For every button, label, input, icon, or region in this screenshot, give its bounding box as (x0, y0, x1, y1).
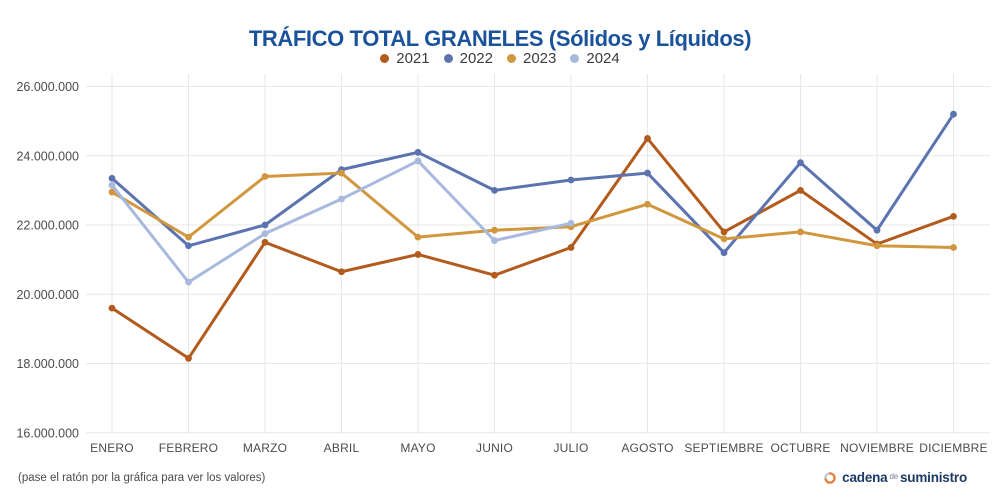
data-point-2023[interactable] (950, 244, 957, 251)
data-point-2023[interactable] (338, 169, 345, 177)
legend-item-2022: 2022 (443, 50, 493, 67)
x-axis-label: MAYO (400, 441, 435, 455)
x-axis-label: DICIEMBRE (919, 441, 987, 455)
series-2022[interactable] (108, 110, 957, 257)
x-axis-label: JUNIO (476, 441, 513, 455)
legend-label-2022: 2022 (459, 50, 493, 67)
data-point-2021[interactable] (491, 271, 498, 279)
legend-dot-2021 (380, 54, 390, 63)
data-point-2021[interactable] (720, 228, 728, 236)
y-axis-label: 16.000.000 (16, 426, 79, 440)
legend-dot-2022 (443, 54, 453, 63)
data-point-2024[interactable] (261, 230, 269, 238)
data-point-2022[interactable] (567, 176, 575, 184)
data-point-2021[interactable] (414, 251, 422, 258)
data-point-2024[interactable] (338, 195, 345, 203)
data-point-2024[interactable] (414, 157, 422, 165)
data-point-2023[interactable] (491, 226, 498, 234)
x-axis-label: NOVIEMBRE (840, 441, 914, 455)
series-2023[interactable] (108, 169, 957, 251)
y-axis-label: 18.000.000 (16, 357, 79, 371)
data-point-2022[interactable] (873, 226, 881, 234)
data-point-2023[interactable] (720, 235, 728, 243)
legend-item-2023: 2023 (507, 50, 556, 67)
data-point-2022[interactable] (414, 148, 422, 156)
data-point-2024[interactable] (185, 278, 192, 286)
gridlines (86, 74, 990, 434)
data-point-2022[interactable] (797, 159, 804, 167)
data-point-2021[interactable] (108, 304, 116, 312)
data-point-2022[interactable] (644, 169, 651, 177)
data-point-2021[interactable] (644, 135, 651, 142)
data-point-2023[interactable] (873, 242, 881, 250)
data-point-2023[interactable] (261, 173, 269, 180)
page-title: TRÁFICO TOTAL GRANELES (Sólidos y Líquid… (248, 25, 752, 51)
legend-item-2021: 2021 (380, 50, 430, 67)
legend-item-2024: 2024 (570, 50, 620, 67)
data-point-2023[interactable] (797, 228, 804, 236)
legend-label-2024: 2024 (586, 50, 620, 67)
x-axis-label: ENERO (90, 441, 134, 455)
data-point-2022[interactable] (491, 186, 498, 194)
data-point-2022[interactable] (720, 249, 728, 257)
series-2024[interactable] (108, 157, 575, 286)
data-point-2021[interactable] (338, 268, 345, 276)
data-point-2021[interactable] (185, 354, 192, 362)
data-point-2022[interactable] (108, 174, 116, 182)
x-axis-label: MARZO (243, 441, 287, 455)
x-axis-label: FEBRERO (159, 441, 218, 455)
data-point-2023[interactable] (108, 188, 116, 196)
data-point-2021[interactable] (567, 244, 575, 251)
legend-label-2023: 2023 (523, 50, 557, 67)
legend-dot-2024 (570, 54, 580, 63)
data-point-2024[interactable] (567, 219, 575, 227)
hover-hint-text: (pase el ratón por la gráfica para ver l… (18, 472, 266, 484)
data-point-2021[interactable] (797, 186, 804, 194)
brand-word-cadena: cadena (842, 470, 888, 485)
data-point-2022[interactable] (950, 110, 957, 118)
y-axis-label: 26.000.000 (16, 80, 79, 94)
data-point-2021[interactable] (261, 238, 269, 246)
x-axis-label: AGOSTO (621, 441, 673, 455)
x-axis-label: ABRIL (324, 441, 360, 455)
cadena-suministro-logo[interactable]: cadena de suministro (823, 470, 967, 485)
data-point-2022[interactable] (261, 221, 269, 229)
x-axis-label: JULIO (553, 441, 588, 455)
x-axis-label: OCTUBRE (770, 441, 830, 455)
legend-label-2021: 2021 (396, 50, 430, 67)
cadena-logo-icon (824, 471, 836, 484)
brand-word-suministro: suministro (899, 470, 967, 485)
data-point-2024[interactable] (108, 181, 116, 189)
data-point-2023[interactable] (644, 200, 651, 208)
data-point-2022[interactable] (185, 242, 192, 250)
chart-legend: 2021 2022 2023 2024 (0, 50, 1000, 67)
x-axis-label: SEPTIEMBRE (684, 441, 763, 455)
legend-dot-2023 (507, 54, 516, 63)
data-point-2023[interactable] (414, 233, 422, 241)
y-axis-label: 20.000.000 (16, 288, 79, 302)
data-point-2024[interactable] (491, 237, 498, 244)
y-axis-label: 24.000.000 (16, 149, 79, 163)
brand-word-de: de (889, 472, 898, 481)
series-2021[interactable] (108, 135, 957, 362)
data-point-2021[interactable] (950, 212, 957, 220)
data-point-2023[interactable] (185, 233, 192, 241)
y-axis-label: 22.000.000 (16, 219, 79, 233)
